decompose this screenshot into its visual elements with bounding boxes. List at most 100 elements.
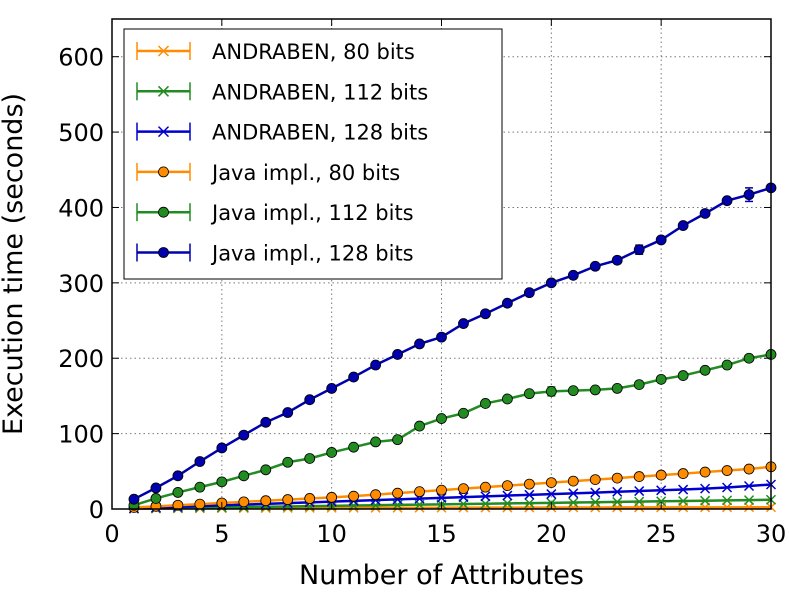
data-point: [655, 234, 667, 246]
data-point-stroke: [502, 498, 513, 509]
data-point: [545, 277, 557, 289]
data-point: [304, 394, 316, 406]
data-point: [589, 384, 601, 396]
data-point: [722, 495, 733, 506]
data-point: [370, 436, 382, 448]
data-point-stroke: [722, 482, 733, 493]
data-point: [238, 470, 250, 482]
legend-label: Java impl., 112 bits: [210, 201, 414, 225]
data-point: [546, 489, 557, 500]
data-point-stroke: [722, 495, 733, 506]
data-point: [282, 456, 294, 468]
data-point: [157, 85, 170, 97]
data-point: [458, 407, 469, 419]
data-point: [700, 495, 711, 506]
data-point: [678, 484, 689, 495]
data-point: [194, 481, 206, 493]
data-point-stroke: [656, 485, 667, 496]
data-point: [524, 502, 535, 513]
data-point: [612, 496, 623, 507]
data-point-stroke: [524, 502, 535, 513]
data-point-stroke: [157, 85, 170, 97]
data-point: [480, 398, 491, 409]
data-point: [157, 45, 170, 57]
data-point-stroke: [678, 495, 689, 507]
data-point: [282, 502, 293, 514]
y-tick-label: 300: [58, 270, 104, 298]
legend-item-0: ANDRABEN, 80 bits: [136, 40, 415, 64]
data-point: [721, 465, 733, 476]
x-tick-label: 30: [756, 520, 787, 548]
data-point: [612, 486, 623, 497]
axis-ticks: [111, 19, 772, 510]
data-point: [158, 247, 169, 258]
data-point: [744, 495, 755, 506]
data-point-stroke: [744, 495, 755, 506]
data-point: [502, 490, 513, 501]
series-4: [128, 349, 777, 511]
data-point: [194, 498, 206, 510]
data-point: [370, 359, 382, 371]
data-point: [436, 484, 447, 496]
x-tick-label: 25: [646, 520, 677, 548]
y-axis-label: Execution time (seconds): [0, 93, 29, 435]
data-point: [480, 498, 491, 509]
data-point: [392, 349, 403, 360]
data-point: [633, 471, 645, 482]
x-tick-label: 0: [104, 520, 119, 548]
data-point: [348, 371, 360, 383]
x-tick-label: 20: [536, 520, 567, 548]
data-point-stroke: [546, 489, 557, 500]
data-point: [480, 481, 491, 493]
data-point: [458, 483, 469, 495]
data-point-stroke: [480, 498, 491, 509]
data-point: [568, 488, 579, 499]
data-point: [348, 490, 360, 502]
data-point: [744, 480, 755, 492]
data-point: [172, 499, 184, 511]
legend-label: ANDRABEN, 112 bits: [212, 80, 428, 104]
data-point-stroke: [458, 492, 469, 503]
data-point: [721, 359, 733, 371]
data-point: [545, 385, 557, 397]
data-point-stroke: [524, 489, 535, 500]
data-point: [480, 491, 491, 502]
data-point: [326, 382, 338, 394]
data-point: [743, 352, 755, 364]
data-point: [304, 453, 316, 464]
data-point: [216, 476, 228, 488]
y-tick-label: 100: [58, 421, 104, 449]
legend-item-2: ANDRABEN, 128 bits: [136, 121, 428, 145]
data-point-stroke: [744, 480, 755, 492]
data-point: [743, 463, 755, 475]
x-axis-label: Number of Attributes: [299, 560, 584, 591]
data-point: [722, 482, 733, 493]
series-5: [128, 182, 777, 505]
data-point: [392, 487, 403, 499]
data-point: [545, 477, 557, 489]
data-point: [611, 254, 623, 266]
legend-box: [123, 28, 503, 280]
data-point: [238, 429, 250, 441]
data-point: [655, 469, 667, 481]
legend-item-1: ANDRABEN, 112 bits: [136, 80, 428, 104]
data-point: [699, 466, 711, 478]
data-point-stroke: [524, 498, 535, 509]
legend-item-3: Java impl., 80 bits: [136, 161, 400, 185]
data-point-stroke: [612, 486, 623, 497]
data-point: [392, 434, 403, 446]
data-point: [150, 482, 162, 494]
data-point: [611, 472, 623, 484]
data-point: [158, 166, 169, 178]
data-point: [501, 480, 513, 492]
data-point: [633, 244, 645, 256]
legend-item-5: Java impl., 128 bits: [136, 242, 414, 266]
data-point: [700, 483, 711, 494]
data-point: [150, 493, 162, 504]
data-point: [436, 492, 447, 503]
series-3: [128, 461, 777, 513]
data-point: [414, 338, 425, 350]
data-point: [194, 456, 206, 467]
data-point: [238, 496, 250, 508]
